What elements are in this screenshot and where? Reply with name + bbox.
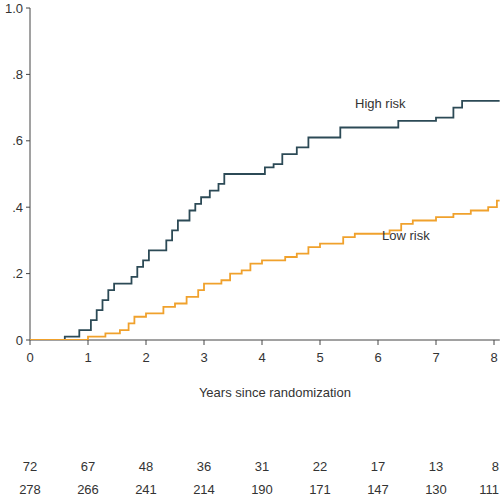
at-risk-number: 72	[23, 459, 37, 474]
x-tick-label: 0	[26, 350, 33, 365]
y-tick-label: 1.0	[5, 1, 23, 16]
x-tick	[436, 340, 437, 345]
series-label: Low risk	[382, 228, 430, 243]
x-tick-label: 6	[374, 350, 381, 365]
y-tick	[26, 74, 30, 75]
at-risk-number: 17	[371, 459, 385, 474]
x-axis	[30, 340, 500, 341]
x-tick	[378, 340, 379, 345]
at-risk-number: 111	[479, 482, 499, 497]
at-risk-number: 36	[197, 459, 211, 474]
at-risk-number: 13	[429, 459, 443, 474]
x-tick	[146, 340, 147, 345]
x-tick-label: 2	[142, 350, 149, 365]
at-risk-number: 241	[135, 482, 157, 497]
x-tick-label: 5	[316, 350, 323, 365]
x-axis-label: Years since randomization	[199, 385, 351, 400]
x-tick-label: 7	[432, 350, 439, 365]
at-risk-number: 48	[139, 459, 153, 474]
at-risk-number: 130	[425, 482, 447, 497]
series-line	[30, 201, 500, 340]
x-tick-label: 1	[84, 350, 91, 365]
x-tick	[262, 340, 263, 345]
at-risk-number: 266	[77, 482, 99, 497]
x-tick-label: 4	[258, 350, 265, 365]
series-line	[30, 101, 500, 340]
at-risk-number: 147	[367, 482, 389, 497]
at-risk-number: 171	[309, 482, 331, 497]
x-tick	[88, 340, 89, 345]
at-risk-number: 8	[492, 459, 499, 474]
series-label: High risk	[355, 96, 406, 111]
y-axis	[30, 8, 31, 340]
x-tick	[30, 340, 31, 345]
y-tick-label: .4	[12, 200, 23, 215]
y-tick	[26, 273, 30, 274]
x-tick-label: 3	[200, 350, 207, 365]
y-tick	[26, 340, 30, 341]
plot-area	[30, 101, 500, 340]
at-risk-number: 214	[193, 482, 215, 497]
y-tick-label: .2	[12, 266, 23, 281]
x-tick	[204, 340, 205, 345]
at-risk-number: 67	[81, 459, 95, 474]
at-risk-number: 278	[19, 482, 41, 497]
y-tick	[26, 140, 30, 141]
x-tick	[320, 340, 321, 345]
y-tick-label: .6	[12, 133, 23, 148]
y-tick-label: 0	[16, 333, 23, 348]
x-tick	[494, 340, 495, 345]
at-risk-number: 31	[255, 459, 269, 474]
chart: 0123456780.2.4.6.81.0Years since randomi…	[0, 0, 500, 500]
y-tick	[26, 8, 30, 9]
x-tick-label: 8	[490, 350, 497, 365]
y-tick	[26, 207, 30, 208]
at-risk-number: 22	[313, 459, 327, 474]
at-risk-number: 190	[251, 482, 273, 497]
y-tick-label: .8	[12, 67, 23, 82]
